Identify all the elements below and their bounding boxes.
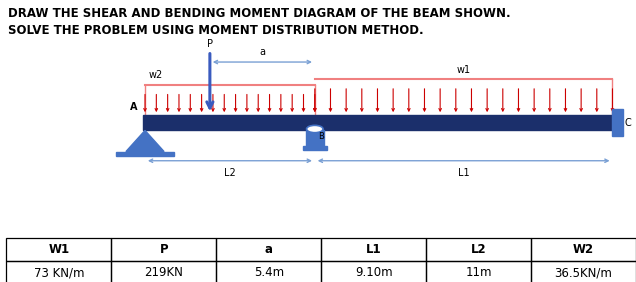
Text: a: a bbox=[259, 47, 265, 57]
Text: W1: W1 bbox=[48, 243, 69, 256]
Bar bbox=[143, 115, 614, 130]
Bar bbox=[216, 261, 321, 282]
Bar bbox=[111, 238, 216, 261]
Bar bbox=[111, 261, 216, 282]
Bar bbox=[426, 261, 531, 282]
Text: P: P bbox=[207, 39, 213, 49]
Text: L1: L1 bbox=[366, 243, 382, 256]
Bar bbox=[612, 109, 623, 136]
Bar bbox=[116, 152, 174, 156]
Text: L1: L1 bbox=[458, 168, 469, 178]
Circle shape bbox=[307, 125, 323, 133]
Bar bbox=[531, 261, 636, 282]
Text: A: A bbox=[130, 102, 137, 112]
Text: 9.10m: 9.10m bbox=[355, 266, 392, 279]
Text: L2: L2 bbox=[471, 243, 487, 256]
Polygon shape bbox=[126, 130, 164, 152]
Text: B: B bbox=[318, 132, 324, 141]
Bar bbox=[6, 238, 111, 261]
Text: C: C bbox=[625, 118, 632, 128]
Text: w2: w2 bbox=[148, 70, 162, 80]
Text: a: a bbox=[265, 243, 273, 256]
Text: P: P bbox=[160, 243, 168, 256]
Text: W2: W2 bbox=[573, 243, 594, 256]
Bar bbox=[6, 261, 111, 282]
Text: L2: L2 bbox=[224, 168, 236, 178]
Bar bbox=[306, 130, 324, 146]
Bar bbox=[216, 238, 321, 261]
Text: 219KN: 219KN bbox=[144, 266, 183, 279]
Text: 5.4m: 5.4m bbox=[254, 266, 284, 279]
Text: 36.5KN/m: 36.5KN/m bbox=[555, 266, 612, 279]
Text: 11m: 11m bbox=[466, 266, 492, 279]
Bar bbox=[321, 261, 426, 282]
Bar bbox=[303, 146, 327, 150]
Bar bbox=[426, 238, 531, 261]
Text: 73 KN/m: 73 KN/m bbox=[34, 266, 84, 279]
Bar bbox=[321, 238, 426, 261]
Text: DRAW THE SHEAR AND BENDING MOMENT DIAGRAM OF THE BEAM SHOWN.: DRAW THE SHEAR AND BENDING MOMENT DIAGRA… bbox=[8, 7, 510, 20]
Text: w1: w1 bbox=[457, 65, 471, 75]
Text: SOLVE THE PROBLEM USING MOMENT DISTRIBUTION METHOD.: SOLVE THE PROBLEM USING MOMENT DISTRIBUT… bbox=[8, 24, 423, 37]
Bar bbox=[531, 238, 636, 261]
